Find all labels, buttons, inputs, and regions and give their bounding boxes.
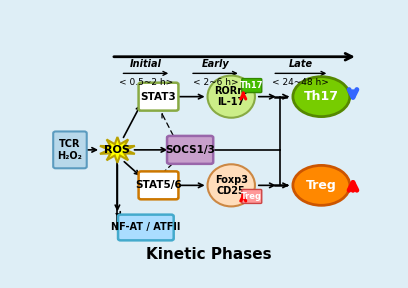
Text: NF-AT / ATFII: NF-AT / ATFII [111, 223, 181, 232]
Ellipse shape [208, 164, 255, 206]
FancyBboxPatch shape [167, 136, 213, 164]
FancyBboxPatch shape [118, 215, 174, 240]
Text: ROS: ROS [104, 145, 130, 155]
FancyBboxPatch shape [242, 190, 262, 203]
Text: Th17: Th17 [240, 81, 264, 90]
Text: < 0.5~2 h>: < 0.5~2 h> [119, 78, 173, 87]
Text: < 2~6 h>: < 2~6 h> [193, 78, 238, 87]
Circle shape [293, 77, 350, 117]
FancyBboxPatch shape [53, 131, 87, 168]
Text: < 24~48 h>: < 24~48 h> [273, 78, 329, 87]
FancyBboxPatch shape [242, 79, 262, 92]
FancyBboxPatch shape [139, 171, 178, 199]
Text: Late: Late [289, 59, 313, 69]
Text: Kinetic Phases: Kinetic Phases [146, 247, 272, 262]
Text: STAT5/6: STAT5/6 [135, 180, 182, 190]
Text: TCR
H₂O₂: TCR H₂O₂ [58, 139, 82, 161]
Text: SOCS1/3: SOCS1/3 [165, 145, 215, 155]
Text: STAT3: STAT3 [141, 92, 176, 102]
Text: Treg: Treg [306, 179, 337, 192]
Text: Initial: Initial [130, 59, 162, 69]
Ellipse shape [208, 75, 255, 118]
Text: Early: Early [202, 59, 229, 69]
FancyBboxPatch shape [139, 83, 178, 111]
Text: Th17: Th17 [304, 90, 339, 103]
Circle shape [293, 165, 350, 205]
Text: Treg: Treg [241, 192, 262, 201]
Text: RORrT
IL-17: RORrT IL-17 [214, 86, 248, 107]
Polygon shape [100, 137, 135, 163]
Text: Foxp3
CD25: Foxp3 CD25 [215, 175, 248, 196]
